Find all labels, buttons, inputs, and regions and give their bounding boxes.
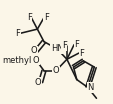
Text: O: O [52,66,59,75]
Text: O: O [34,78,41,87]
Text: F: F [26,13,31,22]
Text: N: N [87,83,93,92]
Text: F: F [61,41,66,50]
Text: F: F [74,40,79,49]
Text: F: F [79,49,83,58]
Text: O: O [31,46,37,55]
Text: F: F [15,29,20,38]
Text: methyl: methyl [2,56,32,65]
Text: HN: HN [50,44,63,53]
Text: O: O [33,56,39,65]
Text: F: F [43,13,48,22]
